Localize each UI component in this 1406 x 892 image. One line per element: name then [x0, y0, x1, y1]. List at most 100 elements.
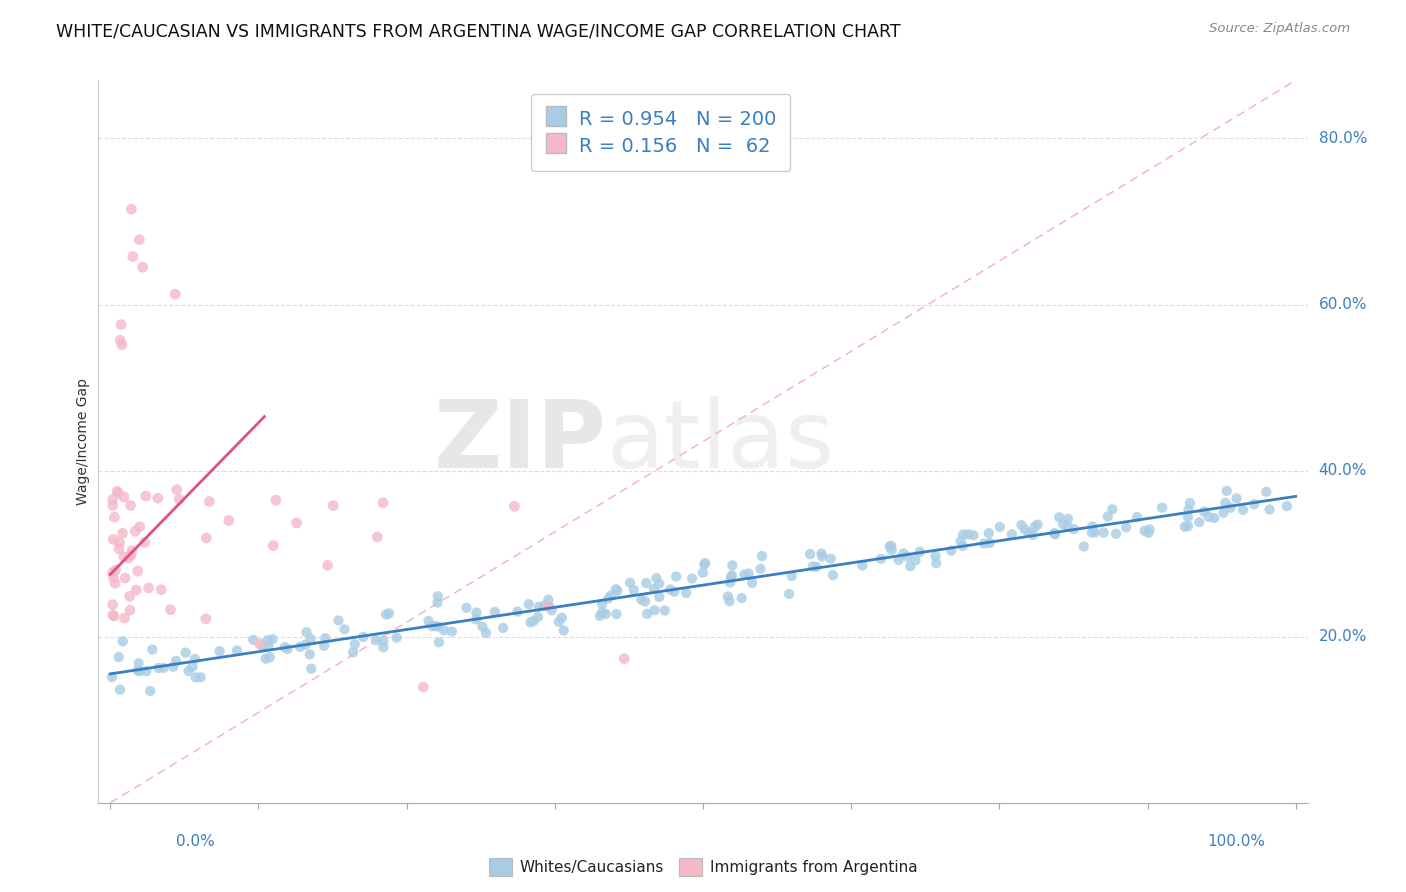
Point: [314, 639, 336, 653]
Point: [1232, 503, 1254, 517]
Point: [121, 250, 143, 264]
Point: [1047, 510, 1070, 524]
Point: [352, 630, 374, 644]
Point: [108, 535, 131, 549]
Point: [257, 639, 280, 653]
Point: [148, 661, 170, 675]
Point: [294, 638, 316, 652]
Point: [1014, 523, 1036, 537]
Point: [264, 493, 287, 508]
Point: [659, 582, 682, 597]
Point: [103, 609, 125, 624]
Point: [166, 483, 188, 497]
Point: [195, 531, 218, 545]
Point: [731, 591, 754, 605]
Point: [484, 605, 506, 619]
Point: [165, 654, 187, 668]
Point: [952, 539, 974, 553]
Point: [177, 664, 200, 678]
Point: [879, 540, 901, 554]
Point: [605, 607, 627, 621]
Point: [226, 643, 249, 657]
Point: [820, 551, 842, 566]
Point: [810, 547, 832, 561]
Point: [1139, 523, 1161, 537]
Point: [908, 545, 931, 559]
Point: [1177, 502, 1199, 516]
Point: [433, 624, 456, 638]
Point: [1097, 509, 1119, 524]
Point: [108, 682, 131, 697]
Point: [112, 611, 135, 625]
Text: ZIP: ZIP: [433, 395, 606, 488]
Point: [128, 664, 150, 678]
Point: [426, 595, 449, 609]
Point: [141, 642, 163, 657]
Point: [184, 652, 207, 666]
Point: [333, 622, 356, 636]
Point: [1133, 524, 1156, 538]
Point: [299, 662, 322, 676]
Point: [717, 590, 740, 604]
Point: [519, 615, 541, 630]
Point: [101, 499, 124, 513]
Point: [734, 567, 756, 582]
Point: [316, 558, 339, 573]
Point: [880, 539, 903, 553]
Point: [643, 582, 665, 596]
Point: [295, 625, 318, 640]
Point: [322, 499, 344, 513]
Point: [952, 527, 974, 541]
Point: [741, 575, 763, 590]
Point: [880, 542, 903, 557]
Point: [956, 527, 979, 541]
Point: [118, 590, 141, 604]
Point: [553, 624, 575, 638]
Point: [135, 489, 157, 503]
Point: [1101, 502, 1123, 516]
Point: [988, 520, 1011, 534]
Point: [1057, 512, 1080, 526]
Point: [949, 534, 972, 549]
Text: WHITE/CAUCASIAN VS IMMIGRANTS FROM ARGENTINA WAGE/INCOME GAP CORRELATION CHART: WHITE/CAUCASIAN VS IMMIGRANTS FROM ARGEN…: [56, 22, 901, 40]
Point: [636, 607, 658, 621]
Point: [623, 582, 645, 597]
Point: [648, 590, 671, 604]
Point: [811, 549, 834, 564]
Point: [645, 571, 668, 585]
Point: [104, 563, 127, 577]
Point: [373, 633, 395, 648]
Point: [134, 535, 156, 549]
Point: [1258, 502, 1281, 516]
Point: [273, 640, 295, 655]
Point: [1105, 526, 1128, 541]
Point: [299, 632, 322, 646]
Point: [298, 648, 321, 662]
Point: [887, 553, 910, 567]
Point: [506, 605, 529, 619]
Point: [527, 610, 550, 624]
Point: [681, 572, 703, 586]
Point: [107, 650, 129, 665]
Point: [127, 664, 149, 678]
Point: [127, 564, 149, 578]
Point: [613, 651, 636, 665]
Text: 60.0%: 60.0%: [1319, 297, 1367, 312]
Point: [979, 536, 1001, 550]
Point: [101, 566, 124, 580]
Point: [503, 500, 526, 514]
Point: [924, 549, 946, 563]
Point: [644, 603, 666, 617]
Point: [181, 659, 204, 673]
Point: [1081, 519, 1104, 533]
Point: [851, 558, 873, 573]
Point: [1152, 500, 1174, 515]
Y-axis label: Wage/Income Gap: Wage/Income Gap: [76, 378, 90, 505]
Point: [1084, 525, 1107, 540]
Point: [440, 624, 463, 639]
Point: [1216, 483, 1239, 498]
Point: [120, 499, 142, 513]
Point: [162, 659, 184, 673]
Point: [1174, 520, 1197, 534]
Point: [589, 608, 612, 623]
